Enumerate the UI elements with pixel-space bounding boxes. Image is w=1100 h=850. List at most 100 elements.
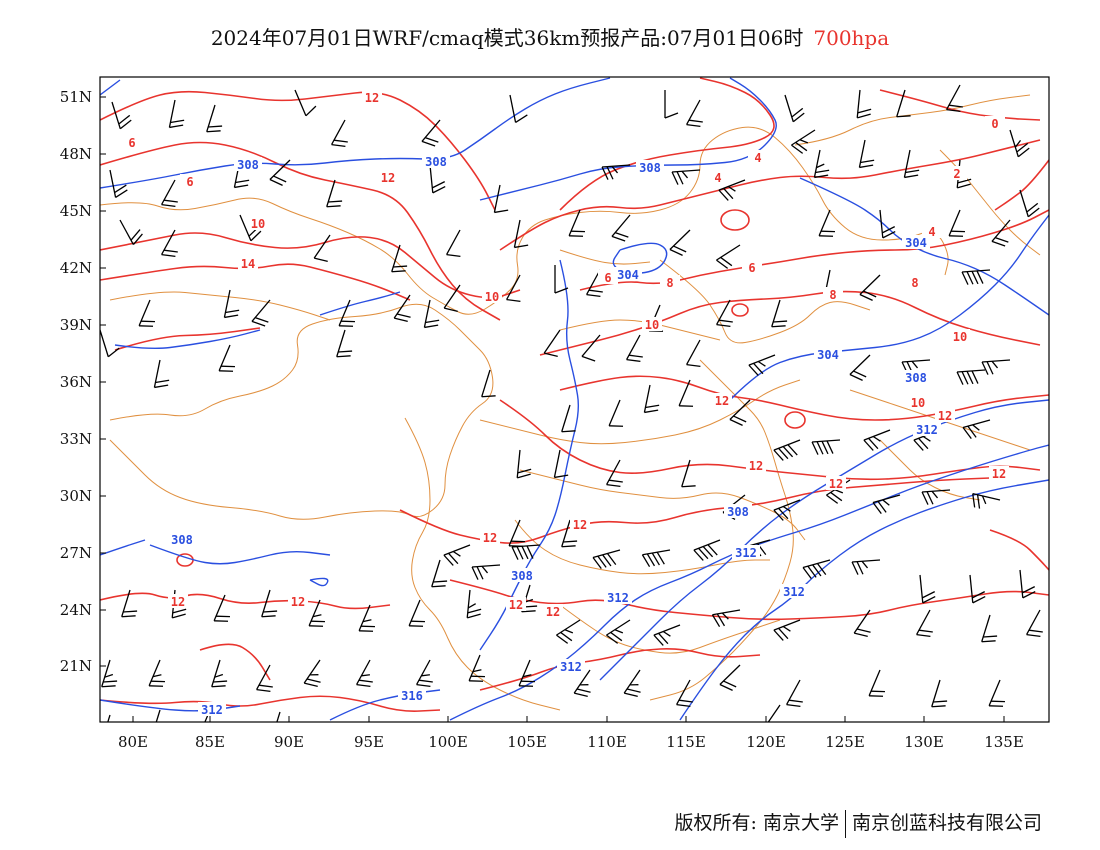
temperature-label-bg <box>362 90 382 104</box>
temperature-label-bg <box>598 270 618 284</box>
lon-tick-label: 120E <box>746 733 786 751</box>
temperature-label: 12 <box>938 409 952 423</box>
wind-barb <box>111 101 132 130</box>
temperature-label: 12 <box>992 467 1006 481</box>
wind-barb <box>872 494 901 515</box>
lon-tick-label: 105E <box>507 733 547 751</box>
wind-barb <box>771 299 788 328</box>
temperature-label-bg <box>480 530 500 544</box>
temperature-label-bg <box>989 466 1009 480</box>
wind-barb <box>518 659 535 687</box>
temperature-contour <box>994 159 1049 211</box>
temperature-label-bg <box>708 170 728 184</box>
wind-barb <box>946 84 963 113</box>
border-line <box>519 469 806 541</box>
temperature-label: 6 <box>604 271 611 285</box>
temperature-label-bg <box>122 135 142 149</box>
map-axes: 80E 85E 90E 95E 100E 105E 110E 115E 120E 125E 130E… <box>60 88 1024 751</box>
temperature-contour <box>100 141 501 321</box>
wind-barb <box>948 209 965 237</box>
temperature-label: 12 <box>171 595 185 609</box>
wind-barb <box>643 384 660 414</box>
temperature-label-bg <box>543 604 563 618</box>
wind-barb <box>791 129 816 154</box>
wind-barb <box>956 369 986 385</box>
wind-barb <box>693 539 721 561</box>
lon-tick-label: 85E <box>195 733 225 751</box>
temperature-label-bg <box>482 289 502 303</box>
wind-barb <box>313 234 331 262</box>
lat-tick-label: 24N <box>60 601 92 619</box>
temperature-contour <box>479 648 761 691</box>
temperature-label: 2 <box>953 167 960 181</box>
border-line <box>109 303 494 520</box>
wind-barb <box>506 274 521 303</box>
height-label: 312 <box>916 423 938 437</box>
lat-tick-label: 42N <box>60 259 92 277</box>
wind-barb <box>718 179 746 201</box>
wind-barb <box>261 589 278 618</box>
height-label-bg <box>780 584 808 598</box>
wind-barb <box>916 609 933 638</box>
border-line <box>514 519 770 575</box>
wind-barb <box>981 614 998 643</box>
wind-barb <box>868 669 885 697</box>
wind-barb <box>391 244 408 273</box>
wind-barb <box>903 149 920 179</box>
temperature-label: 10 <box>645 318 659 332</box>
wind-barb <box>623 669 641 697</box>
wind-barb <box>851 559 881 575</box>
wind-barb <box>581 334 601 362</box>
temperature-label-bg <box>288 594 308 608</box>
wind-barb <box>901 359 931 375</box>
contour-labels: 12 6 6 10 14 12 10 6 8 10 4 4 0 2 4 6 8 8 10 10 12 12 12 12 12 12… <box>122 90 1009 717</box>
temperature-label: 10 <box>485 290 499 304</box>
wind-barb <box>446 229 461 258</box>
wind-barb <box>773 439 801 461</box>
wind-barb <box>763 704 781 722</box>
wind-barb <box>802 559 831 580</box>
wind-barb <box>153 359 170 389</box>
title-main: 2024年07月01日WRF/cmaq模式36km预报产品:07月01日06时 <box>210 26 804 50</box>
wind-barb <box>606 619 631 644</box>
height-contour <box>100 77 611 189</box>
temperature-contours <box>100 77 1049 712</box>
temperature-label: 6 <box>186 175 193 189</box>
wind-barb <box>921 489 951 505</box>
wind-barb <box>443 284 461 312</box>
temperature-label: 12 <box>573 518 587 532</box>
wind-barb <box>308 599 325 627</box>
wind-barb <box>151 709 161 722</box>
temperature-label-bg <box>238 256 258 270</box>
temperature-label-bg <box>642 317 662 331</box>
temperature-contour <box>539 290 1041 356</box>
temperature-label-bg <box>168 594 188 608</box>
height-label-bg <box>604 590 632 604</box>
height-label: 308 <box>425 155 447 169</box>
wind-barb <box>431 559 448 588</box>
wind-barb <box>972 493 1001 509</box>
lat-tick-label: 39N <box>60 316 92 334</box>
wind-barb <box>729 399 751 426</box>
wind-barb <box>786 679 803 708</box>
height-label: 312 <box>735 546 757 560</box>
wind-barb <box>356 659 373 688</box>
wind-barb <box>466 589 482 619</box>
lat-tick-label: 21N <box>60 657 92 675</box>
wind-barb <box>303 659 321 687</box>
wind-barb <box>493 184 509 214</box>
temperature-contour <box>449 579 1049 621</box>
wind-barb <box>561 404 576 433</box>
temperature-label: 12 <box>749 459 763 473</box>
temperature-contour <box>100 263 411 301</box>
wind-barb <box>554 265 569 294</box>
wind-barb <box>393 294 411 322</box>
height-label-bg <box>398 688 426 702</box>
chart-title: 2024年07月01日WRF/cmaq模式36km预报产品:07月01日06时 7… <box>0 22 1100 51</box>
height-label-bg <box>234 157 262 171</box>
wind-barb <box>859 274 881 301</box>
wind-barb <box>858 139 875 169</box>
wind-barb <box>863 429 891 451</box>
height-contour <box>100 79 121 96</box>
wind-barb <box>109 169 128 198</box>
